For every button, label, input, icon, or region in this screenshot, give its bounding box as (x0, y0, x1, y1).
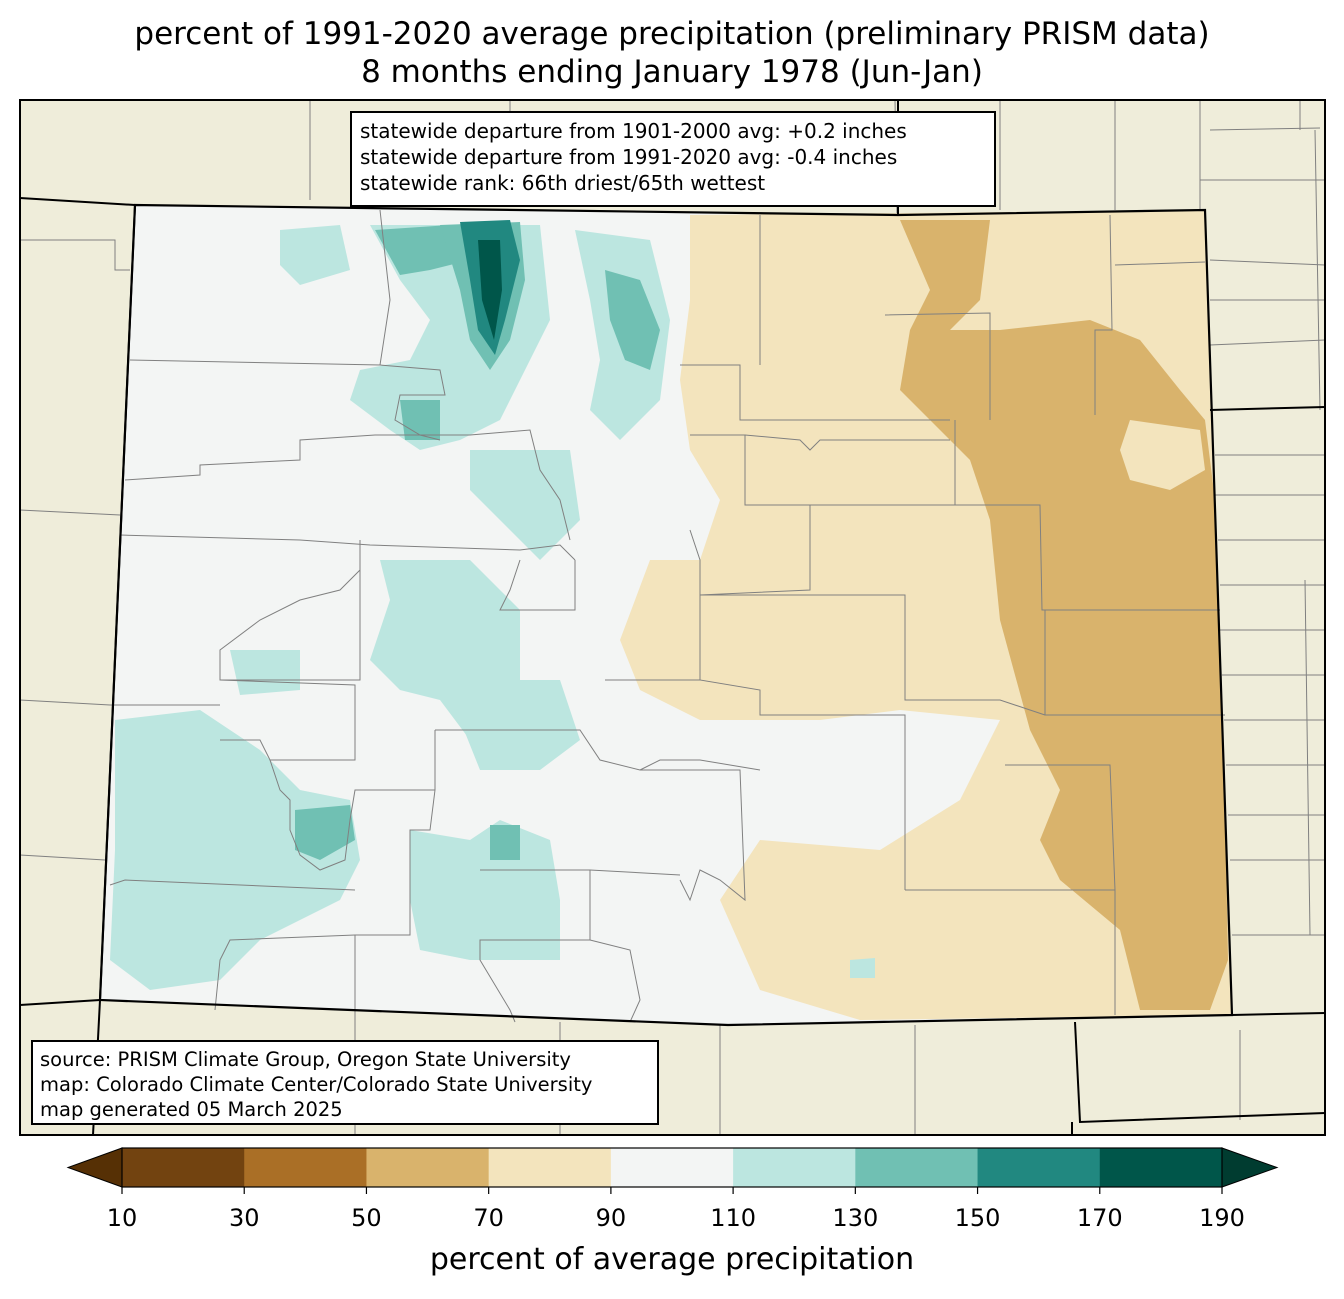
colorbar-tick-label: 90 (595, 1204, 627, 1232)
colorbar-tick-label: 50 (351, 1204, 382, 1232)
colorbar-bin-170-190 (1099, 1148, 1223, 1187)
colorbar-bins (122, 1148, 1223, 1187)
statewide-rank: statewide rank: 66th driest/65th wettest (360, 171, 766, 195)
statewide-stats-box: statewide departure from 1901-2000 avg: … (350, 111, 996, 207)
colorbar-label: percent of average precipitation (429, 1242, 915, 1277)
colorbar-under-arrow (66, 1147, 123, 1188)
map-title-line-1: percent of 1991-2020 average precipitati… (134, 16, 1210, 52)
colorbar-tick-label: 170 (1076, 1204, 1123, 1232)
colorbar-tick-label: 130 (832, 1204, 879, 1232)
map-credit-line: map: Colorado Climate Center/Colorado St… (40, 1073, 593, 1096)
colorbar-bin-90-110 (610, 1148, 734, 1187)
source-line: source: PRISM Climate Group, Oregon Stat… (40, 1048, 571, 1071)
dry-region-inset (1120, 420, 1205, 490)
source-credit-box: source: PRISM Climate Group, Oregon Stat… (31, 1040, 659, 1125)
generated-date-line: map generated 05 March 2025 (40, 1098, 343, 1121)
colorbar-tick-label: 190 (1199, 1204, 1245, 1232)
map-title-line-2: 8 months ending January 1978 (Jun-Jan) (361, 54, 983, 90)
colorbar-tick-label: 30 (228, 1204, 260, 1232)
colorbar-bin-150-170 (977, 1148, 1101, 1187)
colorbar-tick-label: 150 (954, 1204, 1001, 1232)
county-lines (109, 209, 1225, 1023)
colorbar-bin-50-70 (366, 1148, 490, 1187)
peak-wet-region (478, 240, 502, 340)
colorbar-bin-70-90 (488, 1148, 612, 1187)
colorbar-outline (121, 1147, 1223, 1188)
colorbar-over-arrow (1221, 1147, 1279, 1188)
colorbar-bin-30-50 (244, 1148, 367, 1187)
colorbar-tick-label: 70 (473, 1204, 504, 1232)
map-frame (19, 99, 1326, 1136)
colorbar-tick-label: 110 (710, 1204, 757, 1232)
colorbar-tick-marks (121, 1187, 1223, 1194)
colorbar-bin-130-150 (855, 1148, 979, 1187)
colorbar-bin-110-130 (733, 1148, 856, 1187)
departure-1991-2020: statewide departure from 1991-2020 avg: … (360, 145, 898, 169)
plains-dry-region (900, 220, 1228, 1010)
departure-1901-2000: statewide departure from 1901-2000 avg: … (360, 119, 907, 143)
colorbar-bin-10-30 (122, 1148, 245, 1187)
colorbar-tick-label: 10 (106, 1204, 138, 1232)
